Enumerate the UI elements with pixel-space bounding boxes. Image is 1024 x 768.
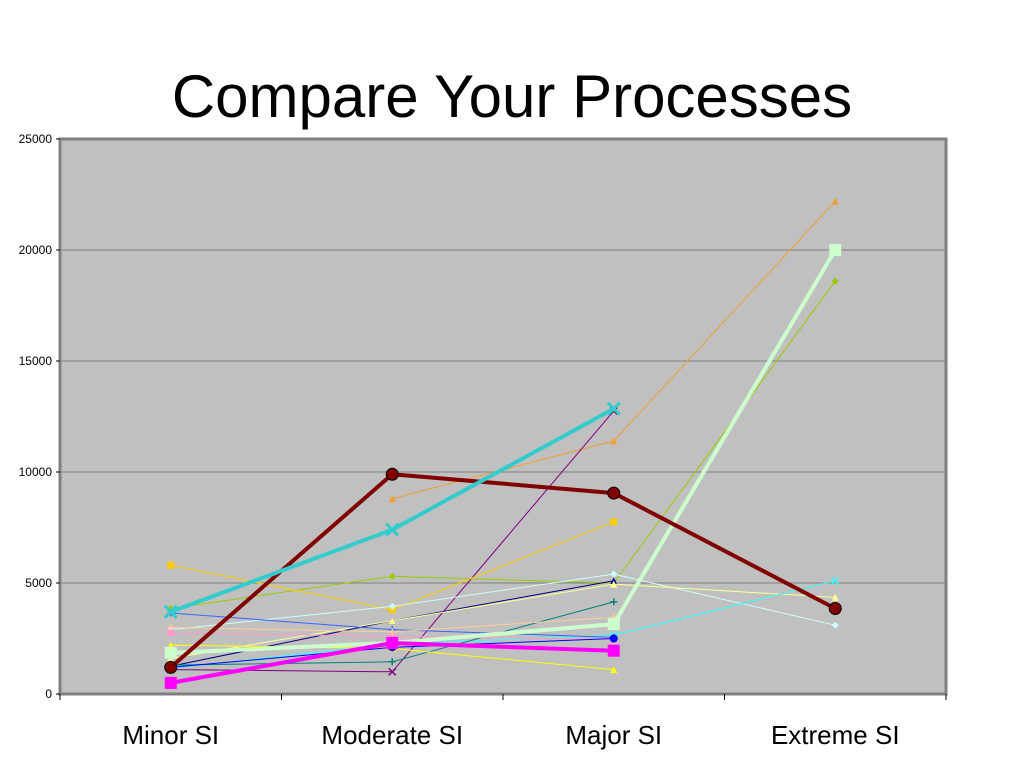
data-point <box>167 623 175 631</box>
data-point <box>607 644 620 657</box>
data-point <box>831 277 839 285</box>
y-tick-label: 0 <box>45 687 52 701</box>
y-tick-label: 5000 <box>25 576 52 590</box>
data-point <box>831 576 840 585</box>
data-point <box>610 437 618 445</box>
data-point <box>167 561 175 569</box>
data-point <box>388 602 396 610</box>
data-point <box>388 667 397 676</box>
data-point <box>606 401 621 416</box>
series-10 <box>167 580 839 662</box>
data-point <box>164 660 178 674</box>
data-point <box>831 197 839 205</box>
series-line <box>170 280 836 610</box>
data-point <box>385 467 399 481</box>
series-line <box>170 580 836 669</box>
data-point <box>388 617 396 625</box>
x-tick-label: Extreme SI <box>771 720 900 750</box>
data-point <box>388 572 396 580</box>
data-point <box>610 598 618 606</box>
data-point <box>607 486 621 500</box>
data-point <box>610 666 618 674</box>
data-point <box>831 621 839 629</box>
data-point <box>831 593 839 601</box>
data-point <box>167 641 175 649</box>
data-point <box>386 636 399 649</box>
series-5 <box>163 401 621 619</box>
y-tick-label: 25000 <box>19 132 53 146</box>
data-point <box>167 629 175 637</box>
y-tick-label: 10000 <box>19 465 53 479</box>
data-point <box>610 518 618 526</box>
data-point <box>385 522 400 537</box>
data-point <box>164 676 177 689</box>
series-line <box>170 583 836 659</box>
data-point <box>828 602 842 616</box>
data-point <box>164 646 177 659</box>
data-point <box>388 628 396 636</box>
data-point <box>388 658 396 666</box>
data-point <box>388 495 396 503</box>
chart-title: Compare Your Processes <box>171 63 853 130</box>
series-14 <box>164 636 620 689</box>
data-point <box>388 632 396 640</box>
data-point <box>610 570 618 578</box>
series-16 <box>167 613 618 636</box>
data-point <box>609 634 618 643</box>
y-tick-label: 20000 <box>19 243 53 257</box>
series-line <box>170 248 837 655</box>
y-tick-label: 15000 <box>19 354 53 368</box>
series-line <box>170 573 836 631</box>
x-tick-label: Major SI <box>565 720 662 750</box>
x-tick-label: Moderate SI <box>321 720 463 750</box>
plot-area <box>58 137 948 696</box>
data-point <box>607 618 620 631</box>
data-point <box>163 604 178 619</box>
data-point <box>829 244 842 256</box>
data-point <box>610 580 618 588</box>
x-tick-label: Minor SI <box>122 720 219 750</box>
